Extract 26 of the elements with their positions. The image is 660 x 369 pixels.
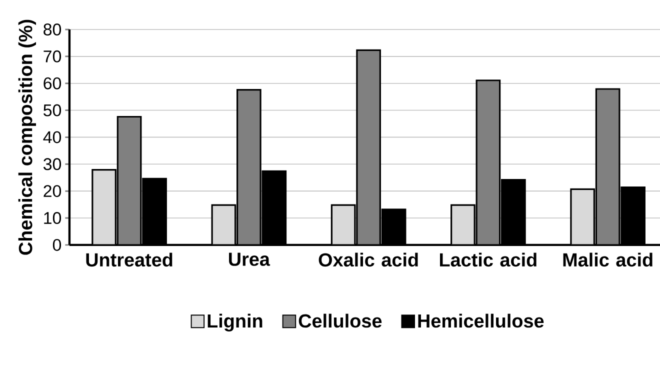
- x-tick-label: Untreated: [86, 252, 172, 267]
- y-tick-label: 0: [52, 238, 62, 251]
- y-axis-title: Chemical composition (%): [18, 20, 36, 255]
- y-tick-label: 50: [44, 104, 62, 116]
- bar: [476, 80, 501, 245]
- bar: [595, 88, 620, 245]
- x-tick-label: Lactic acid: [440, 252, 536, 267]
- y-tick-label: 60: [44, 77, 62, 90]
- bar: [92, 168, 116, 245]
- y-tick-label: 70: [44, 50, 62, 62]
- y-tick-label: 20: [44, 185, 62, 198]
- y-tick-label: 10: [44, 212, 62, 224]
- x-tick-label: Urea: [229, 252, 270, 266]
- bar: [236, 88, 262, 245]
- y-tick-label: 40: [43, 131, 62, 144]
- y-tick-label: 80: [44, 23, 62, 36]
- bar: [116, 116, 142, 245]
- legend-label: Hemicellulose: [418, 314, 544, 328]
- x-tick-label: Malic acid: [563, 252, 652, 267]
- legend-label: Cellulose: [298, 314, 382, 328]
- legend-label: Lignin: [208, 314, 262, 332]
- y-tick-label: 30: [43, 158, 62, 170]
- x-tick-label: Oxalic acid: [318, 252, 418, 267]
- bar: [570, 188, 596, 245]
- bar: [356, 49, 381, 245]
- bar: [450, 204, 476, 245]
